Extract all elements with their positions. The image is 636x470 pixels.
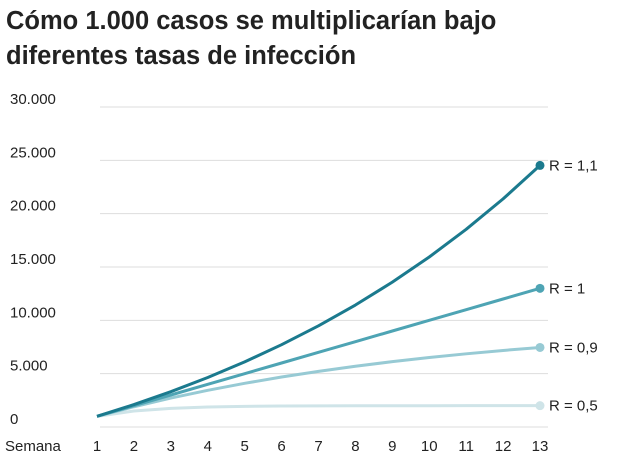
series-label: R = 1,1	[549, 157, 598, 174]
line	[96, 286, 541, 418]
series-label: R = 0,5	[549, 398, 598, 415]
y-tick-label: 0	[10, 411, 18, 428]
x-tick-label: 6	[277, 438, 285, 455]
end-point	[535, 401, 545, 411]
x-tick-label: 7	[314, 438, 322, 455]
x-axis-label: Semana	[5, 438, 62, 455]
y-tick-label: 15.000	[10, 251, 56, 268]
x-tick-label: 9	[388, 438, 396, 455]
line	[96, 404, 540, 418]
series-label: R = 1	[549, 280, 585, 297]
x-tick-label: 13	[532, 438, 549, 455]
end-point	[535, 160, 545, 170]
x-tick-label: 4	[204, 438, 212, 455]
end-point	[535, 283, 545, 293]
y-tick-label: 30.000	[10, 91, 56, 108]
series-label: R = 0,9	[549, 339, 598, 356]
line	[96, 345, 541, 418]
y-tick-label: 25.000	[10, 144, 56, 161]
line	[96, 164, 542, 418]
y-tick-label: 20.000	[10, 198, 56, 215]
end-point	[535, 342, 545, 352]
x-tick-label: 10	[421, 438, 438, 455]
x-tick-label: 3	[167, 438, 175, 455]
y-tick-label: 10.000	[10, 304, 56, 321]
x-tick-label: 11	[458, 438, 474, 455]
x-tick-label: 1	[93, 438, 101, 455]
y-tick-label: 5.000	[10, 358, 48, 375]
x-tick-label: 2	[130, 438, 138, 455]
x-tick-label: 8	[351, 438, 359, 455]
x-tick-label: 12	[495, 438, 512, 455]
chart-title: Cómo 1.000 casos se multiplicarían bajo …	[6, 7, 497, 70]
x-tick-label: 5	[240, 438, 248, 455]
